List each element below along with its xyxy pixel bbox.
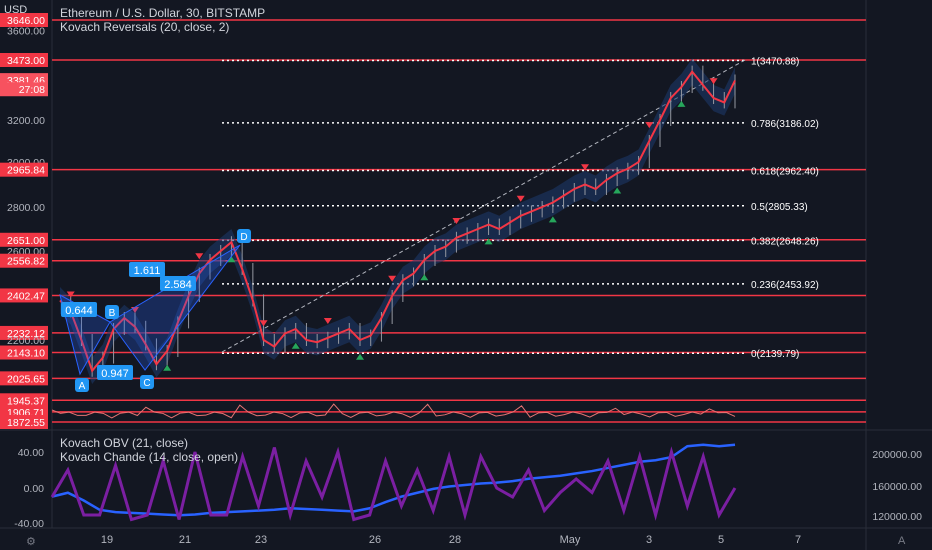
price-label-bg xyxy=(0,82,48,97)
reversal-down-marker xyxy=(645,122,654,129)
currency-label[interactable]: USD xyxy=(4,4,28,16)
fib-level-label: 0.382(2648.26) xyxy=(751,236,819,247)
indicator-right-tick: 120000.00 xyxy=(872,511,922,523)
price-tick-label: 3646.00 xyxy=(7,15,45,27)
fib-level-label: 0(2139.79) xyxy=(751,349,799,360)
obv-line xyxy=(51,443,736,517)
reversal-up-marker xyxy=(163,364,172,371)
time-tick-label: 5 xyxy=(718,534,724,546)
reversal-down-marker xyxy=(259,320,268,327)
reversal-up-marker xyxy=(613,187,622,194)
price-tick-label: 3600.00 xyxy=(7,26,45,38)
pattern-point-badge xyxy=(140,375,154,389)
price-tick-label: 3473.00 xyxy=(7,55,45,67)
fib-level-label: 0.618(2962.40) xyxy=(751,166,819,177)
pattern-ratio-label: 2.584 xyxy=(164,279,192,291)
price-label-bg xyxy=(0,162,48,177)
indicator-left-tick: 0.00 xyxy=(24,483,45,495)
pattern-ratio-badge xyxy=(61,302,97,317)
price-label-bg xyxy=(0,345,48,360)
reversal-up-marker xyxy=(356,353,364,360)
reversal-up-marker xyxy=(484,238,493,245)
volatility-line xyxy=(51,403,736,419)
gear-icon[interactable]: ⚙ xyxy=(26,536,36,548)
pattern-point-badge xyxy=(237,229,251,243)
trend-line xyxy=(221,59,746,353)
price-label-bg xyxy=(0,232,48,247)
reversal-down-marker xyxy=(709,78,718,85)
time-tick-label: 26 xyxy=(369,534,381,546)
time-tick-label: 3 xyxy=(646,534,652,546)
reversal-up-marker xyxy=(548,216,557,223)
pattern-ratio-label: 0.947 xyxy=(101,368,129,380)
pattern-point-label: B xyxy=(109,308,116,319)
price-tick-label: 1945.37 xyxy=(7,395,45,407)
time-tick-label: 23 xyxy=(255,534,267,546)
pattern-ratio-label: 0.644 xyxy=(65,305,93,317)
price-tick-label: 3200.00 xyxy=(7,115,45,127)
pattern-ratio-badge xyxy=(129,262,165,277)
price-tick-label: 2800.00 xyxy=(7,202,45,214)
indicator-left-tick: -40.00 xyxy=(14,518,44,530)
price-label-bg xyxy=(0,288,48,303)
price-tick-label: 2556.82 xyxy=(7,256,45,268)
pattern-point-label: C xyxy=(143,378,150,389)
price-label-bg xyxy=(0,393,48,408)
price-tick-label: 27:08 xyxy=(19,84,45,96)
chande-line xyxy=(50,446,737,522)
indicator-right-tick: 160000.00 xyxy=(872,481,922,493)
pattern-ratio-badge xyxy=(160,276,196,291)
price-label-bg xyxy=(0,253,48,268)
reversal-down-marker xyxy=(581,164,589,171)
reversal-up-marker xyxy=(677,100,686,107)
fib-level-label: 1(3470.88) xyxy=(751,56,799,67)
price-tick-label: 2232.12 xyxy=(7,328,45,340)
reversal-down-marker xyxy=(66,291,75,298)
pattern-point-label: A xyxy=(79,381,86,392)
price-label-bg xyxy=(0,325,48,340)
pattern-ratio-label: 1.611 xyxy=(134,265,161,277)
time-tick-label: 28 xyxy=(449,534,461,546)
auto-scale-button[interactable]: A xyxy=(898,535,906,547)
reversal-up-marker xyxy=(420,274,429,281)
reversal-down-marker xyxy=(516,195,525,202)
pattern-point-label: D xyxy=(240,232,247,243)
chart-title: Ethereum / U.S. Dollar, 30, BITSTAMP xyxy=(60,6,266,20)
time-tick-label: 7 xyxy=(795,534,801,546)
price-tick-label: 2651.00 xyxy=(7,235,45,247)
reversal-down-marker xyxy=(388,275,397,282)
reversal-down-marker xyxy=(195,253,204,260)
indicator-left-tick: 40.00 xyxy=(18,447,44,459)
fib-level-label: 0.786(3186.02) xyxy=(751,119,819,130)
price-tick-label: 1872.55 xyxy=(7,417,45,429)
indicator-obv-label[interactable]: Kovach OBV (21, close) xyxy=(60,436,189,450)
price-tick-label: 2143.10 xyxy=(7,348,45,360)
price-label-bg xyxy=(0,53,48,67)
time-tick-label: May xyxy=(560,534,581,546)
indicator-chande-label[interactable]: Kovach Chande (14, close, open) xyxy=(60,450,239,464)
moving-average-line xyxy=(59,69,736,373)
fib-level-label: 0.5(2805.33) xyxy=(751,202,808,213)
reversal-down-marker xyxy=(452,218,461,224)
time-tick-label: 19 xyxy=(101,534,113,546)
pattern-point-badge xyxy=(75,378,89,392)
indicator-reversals-label[interactable]: Kovach Reversals (20, close, 2) xyxy=(60,20,230,34)
reversal-down-marker xyxy=(323,318,332,324)
indicator-right-tick: 200000.00 xyxy=(872,449,922,461)
price-label-bg xyxy=(0,415,48,429)
price-tick-label: 2402.47 xyxy=(7,290,45,302)
reversal-up-marker xyxy=(291,342,300,349)
reversal-up-marker xyxy=(227,256,236,263)
price-tick-label: 2200.00 xyxy=(7,335,45,347)
fib-level-label: 0.236(2453.92) xyxy=(751,280,819,291)
price-tick-label: 2025.65 xyxy=(7,373,45,385)
time-tick-label: 21 xyxy=(179,534,191,546)
price-tick-label: 2965.84 xyxy=(7,165,45,177)
price-label-bg xyxy=(0,13,48,27)
price-label-bg xyxy=(0,371,48,386)
pattern-point-badge xyxy=(105,305,119,319)
pattern-ratio-badge xyxy=(97,365,133,380)
